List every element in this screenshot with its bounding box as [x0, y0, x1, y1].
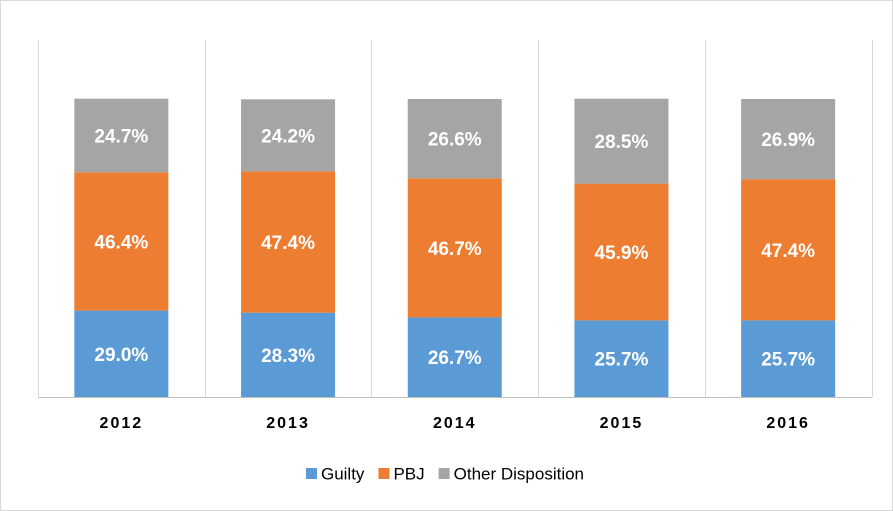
bar-segment: [741, 320, 836, 397]
data-label: 25.7%: [595, 350, 649, 371]
data-label: 47.4%: [261, 233, 315, 254]
bar-segment: [407, 317, 502, 397]
data-label: 26.9%: [761, 130, 815, 151]
bar-segment: [574, 183, 669, 321]
bar-segment: [574, 98, 669, 184]
bar-segment: [74, 310, 169, 397]
legend-swatch: [438, 468, 450, 479]
data-label: 24.7%: [94, 127, 148, 148]
bar-segment: [574, 320, 669, 397]
bar-segment: [74, 98, 169, 173]
legend-swatch: [305, 468, 317, 479]
x-tick-label: 2014: [433, 415, 477, 432]
bar-segment: [241, 171, 336, 313]
x-tick-label: 2015: [600, 415, 644, 432]
data-label: 45.9%: [595, 243, 649, 264]
legend-label: PBJ: [393, 464, 424, 483]
data-label: 25.7%: [761, 350, 815, 371]
data-label: 29.0%: [94, 345, 148, 366]
x-tick-label: 2016: [766, 415, 810, 432]
bar-segment: [407, 178, 502, 318]
x-tick-label: 2013: [266, 415, 310, 432]
bar-segment: [241, 312, 336, 397]
x-tick-label: 2012: [100, 415, 144, 432]
data-label: 46.7%: [428, 239, 482, 260]
data-label: 24.2%: [261, 126, 315, 147]
data-label: 26.7%: [428, 348, 482, 369]
legend-swatch: [378, 468, 390, 479]
data-label: 28.5%: [595, 132, 649, 153]
data-label: 47.4%: [761, 241, 815, 262]
data-label: 28.3%: [261, 346, 315, 367]
data-label: 26.6%: [428, 130, 482, 151]
legend-label: Guilty: [321, 464, 365, 483]
bar-segment: [74, 172, 169, 311]
bar-segment: [241, 99, 336, 172]
bar-segment: [741, 179, 836, 321]
data-label: 46.4%: [94, 232, 148, 253]
legend-label: Other Disposition: [454, 464, 584, 483]
bar-segment: [407, 99, 502, 179]
bar-segment: [741, 99, 836, 180]
